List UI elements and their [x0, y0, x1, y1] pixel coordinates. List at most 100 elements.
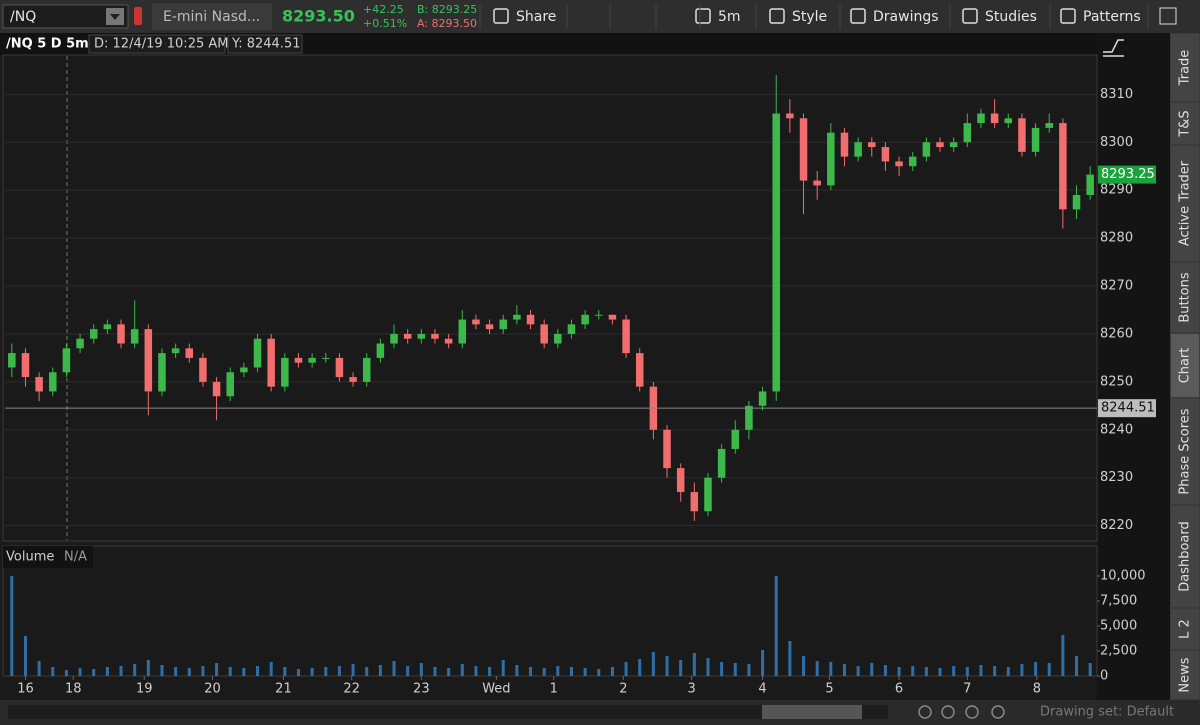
- volume-title: Volume: [6, 550, 54, 565]
- volume-bar: [1020, 664, 1024, 676]
- volume-bar: [187, 668, 191, 676]
- volume-bar: [296, 669, 300, 676]
- volume-bar: [774, 576, 778, 676]
- zoom-out-icon[interactable]: [965, 705, 979, 719]
- toolbar-button[interactable]: Studies: [985, 9, 1037, 25]
- axis-panel: [1097, 33, 1170, 700]
- volume-bar: [133, 664, 137, 676]
- toolbar-icon: [850, 8, 866, 24]
- zoom-in-icon[interactable]: [941, 705, 955, 719]
- toolbar-button[interactable]: 5m: [718, 9, 741, 25]
- candle-body: [458, 319, 467, 344]
- candle-body: [1031, 127, 1040, 152]
- volume-bar: [146, 660, 150, 676]
- candle-body: [963, 123, 972, 143]
- candle-body: [581, 314, 589, 325]
- volume-bar: [1034, 662, 1038, 676]
- date-label: D: 12/4/19 10:25 AM: [94, 37, 228, 52]
- side-tab[interactable]: [1171, 103, 1199, 144]
- side-tab[interactable]: [1171, 609, 1199, 649]
- side-tab[interactable]: [1171, 263, 1199, 332]
- volume-bar: [761, 650, 765, 676]
- side-tab[interactable]: [1171, 399, 1199, 504]
- scrollbar[interactable]: [8, 705, 888, 719]
- candle-body: [485, 324, 494, 330]
- x-tick-label: 5: [825, 682, 833, 697]
- x-tick-label: 20: [204, 682, 221, 697]
- toolbar-button[interactable]: Share: [516, 9, 556, 25]
- candle-body: [731, 429, 740, 449]
- volume-bar: [105, 667, 109, 676]
- candle-body: [745, 405, 753, 430]
- axis-icon[interactable]: [1103, 39, 1124, 57]
- side-tab[interactable]: [1171, 651, 1199, 699]
- volume-bar: [638, 659, 642, 676]
- volume-bar: [392, 661, 396, 676]
- volume-bar: [310, 668, 314, 676]
- side-tab[interactable]: [1171, 146, 1199, 261]
- toolbar-button[interactable]: Drawings: [873, 9, 939, 25]
- side-tab-label: L 2: [1178, 619, 1193, 639]
- candle-body: [212, 381, 221, 397]
- candle-body: [758, 391, 767, 406]
- y-tick-label: 10,000: [1100, 569, 1146, 584]
- scroll-thumb[interactable]: [762, 705, 862, 719]
- candle-body: [908, 156, 917, 167]
- candle-body: [253, 338, 262, 368]
- x-tick-label: 23: [413, 682, 430, 697]
- candle-body: [472, 319, 480, 325]
- side-tab-label: Chart: [1178, 348, 1193, 384]
- alert-flag: [134, 7, 142, 25]
- x-tick-label: 16: [17, 682, 34, 697]
- y-tick-label: 8220: [1100, 518, 1133, 533]
- candle-body: [513, 314, 521, 320]
- volume-bar: [269, 662, 273, 676]
- volume-bar: [692, 653, 696, 676]
- volume-bar: [433, 667, 437, 676]
- volume-bar: [1006, 667, 1010, 676]
- candle-body: [76, 338, 84, 349]
- volume-bar: [228, 667, 232, 676]
- y-tick-label: 8310: [1100, 87, 1133, 102]
- volume-bar: [542, 668, 546, 676]
- candle-body: [1072, 194, 1081, 210]
- toolbar-icon: [493, 8, 509, 24]
- toolbar-button[interactable]: Style: [792, 9, 827, 25]
- side-tab-label: Phase Scores: [1178, 408, 1193, 494]
- candle-body: [1086, 174, 1094, 195]
- side-tab[interactable]: [1171, 506, 1199, 607]
- volume-bar: [665, 656, 669, 676]
- volume-bar: [556, 666, 560, 676]
- volume-bar: [23, 636, 27, 676]
- volume-bar: [119, 666, 123, 676]
- candle-body: [199, 357, 207, 382]
- y-tick-label: 2,500: [1100, 644, 1137, 659]
- y-tick-label: 8240: [1100, 422, 1133, 437]
- toolbar-icon: [962, 8, 978, 24]
- x-tick-label: 6: [895, 682, 903, 697]
- description: E-mini Nasd...: [163, 9, 260, 25]
- volume-bar: [924, 667, 928, 676]
- toolbar-button[interactable]: Patterns: [1083, 9, 1141, 25]
- drawing-set: Drawing set: Default: [1040, 705, 1174, 720]
- candle-body: [1004, 118, 1013, 124]
- side-tab[interactable]: [1171, 34, 1199, 101]
- side-tab-label: Trade: [1178, 50, 1193, 87]
- bid: B: 8293.25: [417, 3, 477, 16]
- volume-bar: [897, 667, 901, 676]
- maximize-icon[interactable]: [1159, 7, 1177, 25]
- candle-body: [390, 333, 398, 344]
- side-tab-label: T&S: [1178, 110, 1193, 137]
- volume-bar: [610, 667, 614, 676]
- reset-icon[interactable]: [991, 705, 1005, 719]
- volume-bar: [938, 668, 942, 676]
- zoom-icon[interactable]: [918, 705, 932, 719]
- side-tab-label: Active Trader: [1178, 160, 1193, 246]
- volume-bar: [597, 669, 601, 676]
- y-tick-label: 8280: [1100, 231, 1133, 246]
- side-tab[interactable]: [1171, 334, 1199, 397]
- volume-bar: [815, 661, 819, 676]
- candle-body: [267, 338, 275, 387]
- symbol-box[interactable]: [2, 4, 129, 29]
